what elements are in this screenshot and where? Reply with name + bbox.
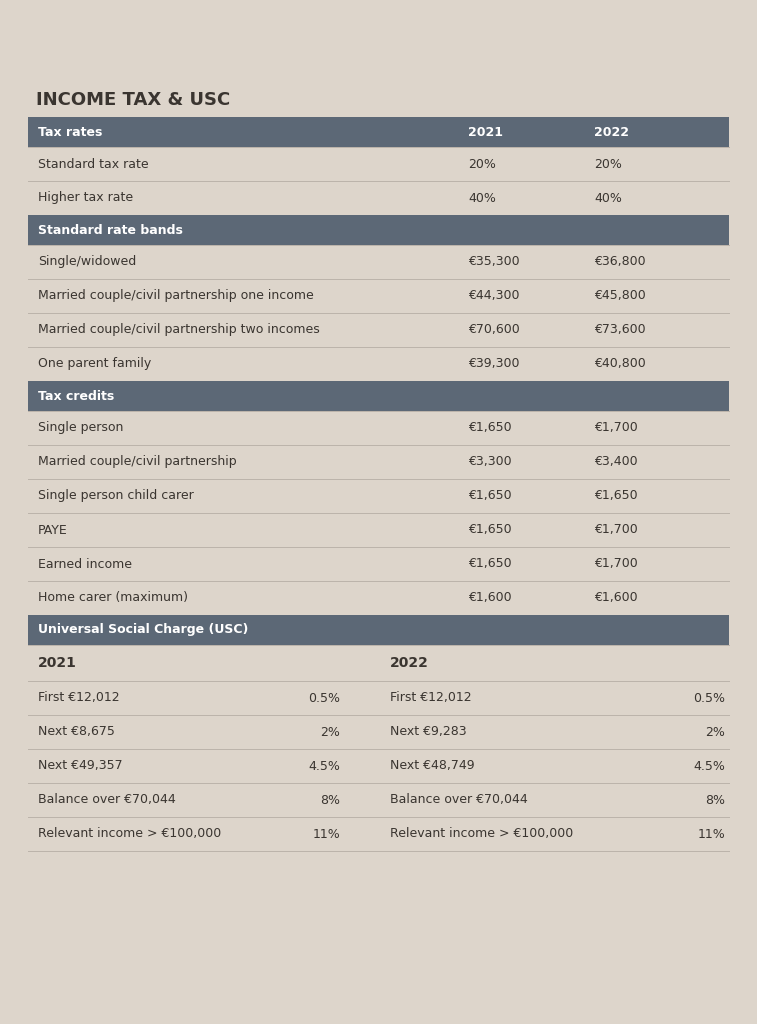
Text: €35,300: €35,300 xyxy=(468,256,519,268)
Bar xyxy=(28,783,729,817)
Text: Universal Social Charge (USC): Universal Social Charge (USC) xyxy=(38,624,248,637)
Text: 2022: 2022 xyxy=(390,656,429,670)
Text: 0.5%: 0.5% xyxy=(308,691,340,705)
Text: €1,650: €1,650 xyxy=(468,489,512,503)
Bar xyxy=(28,445,729,479)
Text: €44,300: €44,300 xyxy=(468,290,519,302)
Bar xyxy=(28,681,729,715)
Text: €3,300: €3,300 xyxy=(468,456,512,469)
Text: €45,800: €45,800 xyxy=(594,290,646,302)
Text: Single/widowed: Single/widowed xyxy=(38,256,136,268)
Text: Single person: Single person xyxy=(38,422,123,434)
Text: 2021: 2021 xyxy=(38,656,77,670)
Text: €40,800: €40,800 xyxy=(594,357,646,371)
Text: Tax credits: Tax credits xyxy=(38,389,114,402)
Bar xyxy=(28,313,729,347)
Text: 11%: 11% xyxy=(312,827,340,841)
Text: First €12,012: First €12,012 xyxy=(38,691,120,705)
Text: €1,650: €1,650 xyxy=(468,557,512,570)
Text: €1,700: €1,700 xyxy=(594,422,637,434)
Text: 8%: 8% xyxy=(320,794,340,807)
Text: Standard rate bands: Standard rate bands xyxy=(38,223,183,237)
Text: Single person child carer: Single person child carer xyxy=(38,489,194,503)
Bar xyxy=(28,581,729,615)
Text: 40%: 40% xyxy=(594,191,621,205)
Text: Tax rates: Tax rates xyxy=(38,126,102,138)
Text: Higher tax rate: Higher tax rate xyxy=(38,191,133,205)
Text: 4.5%: 4.5% xyxy=(693,760,725,772)
Bar xyxy=(28,749,729,783)
Bar xyxy=(28,347,729,381)
Bar xyxy=(28,0,729,117)
Text: €1,650: €1,650 xyxy=(594,489,637,503)
Text: 2021: 2021 xyxy=(468,126,503,138)
Text: Married couple/civil partnership two incomes: Married couple/civil partnership two inc… xyxy=(38,324,319,337)
Bar xyxy=(28,147,729,181)
Bar xyxy=(28,245,729,279)
Text: 2022: 2022 xyxy=(594,126,629,138)
Bar xyxy=(28,817,729,851)
Bar xyxy=(28,215,729,245)
Text: €39,300: €39,300 xyxy=(468,357,519,371)
Text: Earned income: Earned income xyxy=(38,557,132,570)
Bar xyxy=(28,715,729,749)
Bar xyxy=(28,411,729,445)
Bar xyxy=(28,117,729,147)
Text: Next €49,357: Next €49,357 xyxy=(38,760,123,772)
Bar xyxy=(28,279,729,313)
Text: Next €9,283: Next €9,283 xyxy=(390,725,466,738)
Text: €36,800: €36,800 xyxy=(594,256,646,268)
Text: Relevant income > €100,000: Relevant income > €100,000 xyxy=(38,827,221,841)
Text: €1,650: €1,650 xyxy=(468,422,512,434)
Bar xyxy=(28,479,729,513)
Text: €3,400: €3,400 xyxy=(594,456,637,469)
Text: PAYE: PAYE xyxy=(38,523,67,537)
Text: INCOME TAX & USC: INCOME TAX & USC xyxy=(36,91,230,109)
Text: 20%: 20% xyxy=(468,158,496,171)
Bar xyxy=(28,645,729,681)
Text: 0.5%: 0.5% xyxy=(693,691,725,705)
Text: Standard tax rate: Standard tax rate xyxy=(38,158,148,171)
Text: €1,700: €1,700 xyxy=(594,523,637,537)
Text: One parent family: One parent family xyxy=(38,357,151,371)
Text: 20%: 20% xyxy=(594,158,621,171)
Bar xyxy=(28,181,729,215)
Bar xyxy=(28,513,729,547)
Text: €1,650: €1,650 xyxy=(468,523,512,537)
Text: 2%: 2% xyxy=(320,725,340,738)
Bar xyxy=(28,615,729,645)
Text: Next €8,675: Next €8,675 xyxy=(38,725,115,738)
Text: Relevant income > €100,000: Relevant income > €100,000 xyxy=(390,827,573,841)
Text: Next €48,749: Next €48,749 xyxy=(390,760,475,772)
Text: €1,600: €1,600 xyxy=(594,592,637,604)
Text: 2%: 2% xyxy=(705,725,725,738)
Text: 8%: 8% xyxy=(705,794,725,807)
Text: 40%: 40% xyxy=(468,191,496,205)
Text: €1,700: €1,700 xyxy=(594,557,637,570)
Text: First €12,012: First €12,012 xyxy=(390,691,472,705)
Text: Balance over €70,044: Balance over €70,044 xyxy=(38,794,176,807)
Bar xyxy=(28,381,729,411)
Text: €70,600: €70,600 xyxy=(468,324,520,337)
Text: €73,600: €73,600 xyxy=(594,324,646,337)
Text: Home carer (maximum): Home carer (maximum) xyxy=(38,592,188,604)
Text: Married couple/civil partnership one income: Married couple/civil partnership one inc… xyxy=(38,290,313,302)
Text: Balance over €70,044: Balance over €70,044 xyxy=(390,794,528,807)
Text: Married couple/civil partnership: Married couple/civil partnership xyxy=(38,456,237,469)
Text: 11%: 11% xyxy=(697,827,725,841)
Text: 4.5%: 4.5% xyxy=(308,760,340,772)
Bar xyxy=(28,547,729,581)
Text: €1,600: €1,600 xyxy=(468,592,512,604)
